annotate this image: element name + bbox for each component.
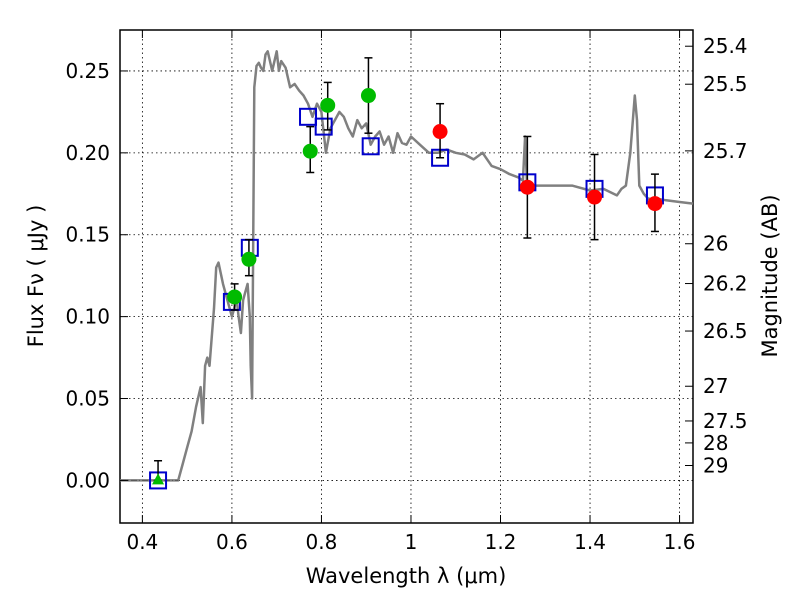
x-tick-label: 1.4	[574, 530, 606, 554]
y-axis-label-left: Flux Fν ( μJy )	[24, 205, 48, 348]
data-point-circle	[647, 196, 663, 212]
data-point-circle	[587, 189, 603, 205]
data-points	[149, 57, 664, 490]
model-photometry-square	[314, 117, 333, 136]
magnitude-tick-label: 25.5	[703, 72, 748, 96]
model-photometry-square	[361, 137, 380, 156]
magnitude-tick-label: 25.4	[703, 34, 748, 58]
x-tick-label: 1	[405, 530, 418, 554]
magnitude-tick-label: 25.7	[703, 139, 748, 163]
magnitude-tick-label: 29	[703, 454, 728, 478]
data-point-circle	[360, 88, 376, 104]
x-tick-label: 1.6	[664, 530, 696, 554]
data-point-circle	[519, 179, 535, 195]
magnitude-tick-label: 26	[703, 232, 728, 256]
data-point-circle	[320, 97, 336, 113]
data-point-circle	[432, 124, 448, 140]
x-tick-label: 0.6	[216, 530, 248, 554]
model-photometry-square	[299, 107, 318, 126]
x-axis-label: Wavelength λ (μm)	[306, 564, 507, 588]
x-tick-label: 0.4	[126, 530, 158, 554]
magnitude-tick-label: 26.5	[703, 319, 748, 343]
y-axis-ticks: 0.00 0.05 0.10 0.15 0.20 0.25	[65, 59, 128, 492]
magnitude-tick-label: 26.2	[703, 272, 748, 296]
data-point-triangle	[152, 473, 165, 485]
y-axis-label-right: Magnitude (AB)	[758, 194, 782, 357]
y-tick-label: 0.00	[65, 468, 110, 492]
grid	[120, 30, 693, 523]
data-point-circle	[241, 251, 257, 267]
magnitude-tick-label: 27	[703, 374, 728, 398]
x-tick-label: 0.8	[306, 530, 338, 554]
data-point-circle	[302, 143, 318, 159]
y-tick-label: 0.10	[65, 305, 110, 329]
x-tick-label: 1.2	[485, 530, 517, 554]
model-spectrum	[120, 50, 694, 482]
x-axis-ticks: 0.4 0.6 0.8 1 1.2 1.4 1.6	[126, 30, 695, 554]
y-tick-label: 0.05	[65, 387, 110, 411]
magnitude-tick-label: 27.5	[703, 409, 748, 433]
y-tick-label: 0.20	[65, 141, 110, 165]
magnitude-tick-label: 28	[703, 431, 728, 455]
plot-frame	[119, 29, 694, 524]
y-tick-label: 0.25	[65, 59, 110, 83]
y-tick-label: 0.15	[65, 223, 110, 247]
model-spectrum-line	[120, 50, 694, 482]
data-point-circle	[227, 289, 243, 305]
